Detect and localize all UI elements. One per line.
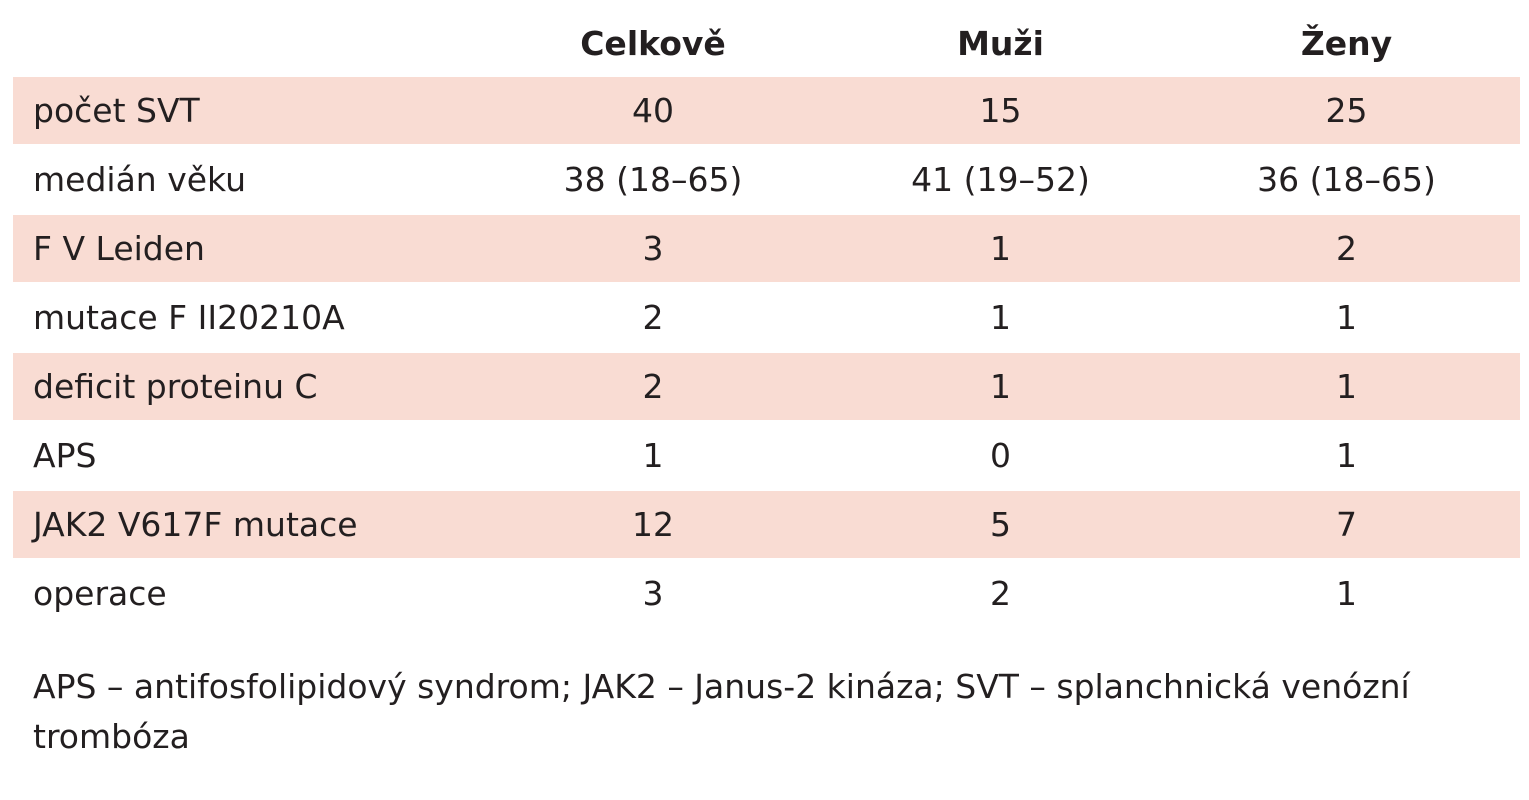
row-label: JAK2 V617F mutace <box>13 491 478 560</box>
table-row: operace 3 2 1 <box>13 560 1520 629</box>
cell-muzi: 15 <box>828 77 1173 146</box>
table-row: APS 1 0 1 <box>13 422 1520 491</box>
cell-celkove: 2 <box>478 284 828 353</box>
cell-muzi: 1 <box>828 284 1173 353</box>
table-footnote: APS – antifosfolipidový syndrom; JAK2 – … <box>33 667 1410 756</box>
cell-celkove: 38 (18–65) <box>478 146 828 215</box>
table-row: deficit proteinu C 2 1 1 <box>13 353 1520 422</box>
cell-celkove: 12 <box>478 491 828 560</box>
row-label: deficit proteinu C <box>13 353 478 422</box>
cell-celkove: 3 <box>478 560 828 629</box>
cell-zeny: 25 <box>1173 77 1520 146</box>
cell-zeny: 36 (18–65) <box>1173 146 1520 215</box>
cell-muzi: 5 <box>828 491 1173 560</box>
cell-muzi: 1 <box>828 215 1173 284</box>
row-label: medián věku <box>13 146 478 215</box>
header-muzi: Muži <box>957 24 1044 63</box>
cell-zeny: 1 <box>1173 560 1520 629</box>
table-row: medián věku 38 (18–65) 41 (19–52) 36 (18… <box>13 146 1520 215</box>
cell-muzi: 0 <box>828 422 1173 491</box>
cell-celkove: 40 <box>478 77 828 146</box>
cell-zeny: 1 <box>1173 353 1520 422</box>
data-table: Celkově Muži Ženy počet SVT 40 15 25 med… <box>13 10 1520 629</box>
table-row: počet SVT 40 15 25 <box>13 77 1520 146</box>
table-row: mutace F II20210A 2 1 1 <box>13 284 1520 353</box>
table-row: F V Leiden 3 1 2 <box>13 215 1520 284</box>
cell-celkove: 1 <box>478 422 828 491</box>
cell-zeny: 7 <box>1173 491 1520 560</box>
cell-celkove: 2 <box>478 353 828 422</box>
cell-zeny: 1 <box>1173 422 1520 491</box>
row-label: počet SVT <box>13 77 478 146</box>
row-label: F V Leiden <box>13 215 478 284</box>
cell-zeny: 2 <box>1173 215 1520 284</box>
row-label: operace <box>13 560 478 629</box>
cell-zeny: 1 <box>1173 284 1520 353</box>
header-zeny: Ženy <box>1300 24 1393 63</box>
table-header-row: Celkově Muži Ženy <box>13 10 1520 77</box>
cell-muzi: 1 <box>828 353 1173 422</box>
row-label: APS <box>13 422 478 491</box>
header-empty <box>13 10 478 77</box>
row-label: mutace F II20210A <box>13 284 478 353</box>
data-table-container: Celkově Muži Ženy počet SVT 40 15 25 med… <box>13 10 1520 629</box>
cell-muzi: 2 <box>828 560 1173 629</box>
table-row: JAK2 V617F mutace 12 5 7 <box>13 491 1520 560</box>
cell-muzi: 41 (19–52) <box>828 146 1173 215</box>
cell-celkove: 3 <box>478 215 828 284</box>
header-celkove: Celkově <box>580 24 726 63</box>
